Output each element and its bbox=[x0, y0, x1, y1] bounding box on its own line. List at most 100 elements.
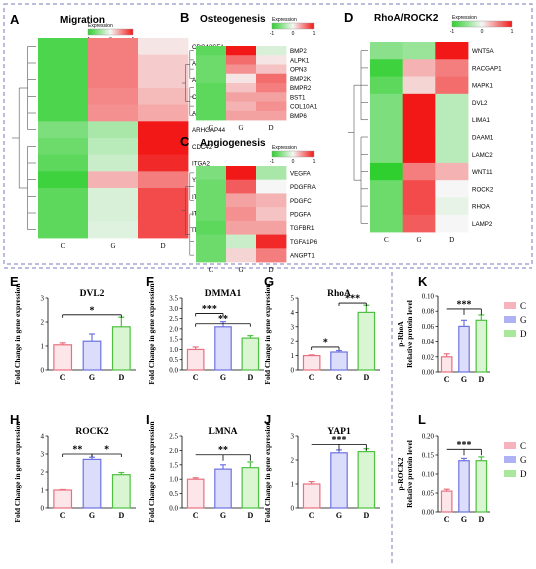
y-tick-label: 1 bbox=[291, 481, 295, 489]
y-axis-label: Fold Change in gene expression bbox=[13, 283, 22, 385]
y-tick-label: 2.5 bbox=[169, 433, 178, 441]
heatmap-cell bbox=[138, 38, 189, 56]
y-tick-label: 0.04 bbox=[422, 338, 435, 346]
heatmap-cell bbox=[88, 71, 139, 89]
x-tick-label: C bbox=[193, 511, 199, 520]
heatmap-cell bbox=[435, 128, 469, 147]
heatmap-row-label: WNT11 bbox=[472, 169, 493, 176]
heatmap-row-label: OPN3 bbox=[290, 67, 307, 74]
x-tick-label: G bbox=[336, 511, 342, 520]
significance-label: *** bbox=[202, 304, 217, 315]
significance-label: *** bbox=[345, 294, 360, 305]
heatmap-cell bbox=[226, 234, 257, 249]
heatmap-cell bbox=[256, 248, 287, 263]
bar-chart-title: YAP1 bbox=[327, 427, 351, 437]
heatmap-cell bbox=[38, 38, 89, 56]
panel-letter: I bbox=[146, 412, 150, 427]
heatmap-cell bbox=[370, 93, 404, 112]
heatmap-cell bbox=[226, 166, 257, 181]
y-tick-label: 0.06 bbox=[422, 323, 435, 331]
heatmap-cell bbox=[370, 111, 404, 129]
heatmap-cell bbox=[38, 204, 89, 222]
heatmap-cell bbox=[226, 73, 257, 84]
panel-h-bar-chart: H ROCK2 Fold Change in gene expression 0 1 2 3… bbox=[10, 412, 136, 523]
heatmap-cell bbox=[370, 145, 404, 164]
y-tick-label: 0 bbox=[41, 367, 45, 375]
panel-letter: J bbox=[264, 412, 271, 427]
y-tick-label: 3.5 bbox=[169, 295, 178, 303]
y-tick-label: 3 bbox=[41, 451, 45, 459]
panel-letter: B bbox=[180, 10, 189, 25]
heatmap-cell bbox=[196, 179, 227, 194]
bar bbox=[53, 489, 73, 509]
y-tick-label: 0.5 bbox=[169, 356, 178, 364]
significance-label: *** bbox=[457, 440, 472, 451]
y-tick-label: 2.0 bbox=[169, 447, 178, 455]
heatmap-column-label: C bbox=[384, 236, 389, 244]
legend-label: Expression bbox=[272, 17, 297, 23]
bar-chart-title: ROCK2 bbox=[75, 427, 109, 437]
x-tick-label: G bbox=[89, 511, 95, 520]
x-tick-label: G bbox=[461, 375, 467, 384]
y-axis-label: p-RhoA bbox=[396, 321, 405, 347]
y-tick-label: 0.08 bbox=[422, 308, 435, 316]
heatmap-title: RhoA/ROCK2 bbox=[374, 13, 439, 24]
heatmap-cell bbox=[256, 83, 287, 93]
color-scale-tick: 1 bbox=[313, 31, 316, 37]
x-tick-label: D bbox=[118, 511, 124, 520]
x-tick-label: G bbox=[336, 373, 342, 382]
y-tick-label: 1 bbox=[41, 343, 45, 351]
panel-letter: F bbox=[146, 274, 154, 289]
heatmap-cell bbox=[402, 42, 436, 60]
color-scale-tick: 0 bbox=[292, 159, 295, 165]
panel-letter: K bbox=[418, 274, 428, 289]
heatmap-cell bbox=[435, 214, 469, 233]
x-tick-label: G bbox=[89, 373, 95, 382]
heatmap-cell bbox=[256, 234, 287, 249]
color-scale-bar bbox=[271, 22, 315, 30]
heatmap-cell bbox=[138, 71, 189, 89]
panel-l-bar-chart: Lp-ROCK2 Relative protein level 0.00 0.05 0.… bbox=[396, 412, 527, 524]
heatmap-cell bbox=[402, 162, 436, 181]
heatmap-cell bbox=[256, 55, 287, 65]
heatmap-cell bbox=[370, 76, 404, 95]
y-tick-label: 0.05 bbox=[422, 490, 435, 498]
significance-label: ** bbox=[218, 445, 228, 456]
bar-chart-title: RhoA bbox=[327, 289, 351, 299]
heatmap-cell bbox=[88, 188, 139, 206]
heatmap-cell bbox=[256, 92, 287, 102]
heatmap-cell bbox=[256, 166, 287, 181]
bar bbox=[82, 340, 102, 371]
significance-label: * bbox=[323, 337, 328, 348]
heatmap-row-label: PDGFRA bbox=[290, 184, 317, 191]
heatmap-column-label: D bbox=[160, 242, 165, 250]
heatmap-cell bbox=[88, 138, 139, 156]
color-scale-tick: 1 bbox=[511, 29, 514, 35]
y-tick-label: 0.5 bbox=[169, 490, 178, 498]
heatmap-cell bbox=[196, 110, 227, 121]
heatmap-column-label: D bbox=[268, 124, 273, 132]
heatmap-cell bbox=[402, 145, 436, 164]
heatmap-section-frame bbox=[3, 3, 533, 265]
heatmap-cell bbox=[38, 154, 89, 172]
y-tick-label: 0.15 bbox=[422, 452, 435, 460]
heatmap-cell bbox=[138, 154, 189, 172]
heatmap-cell bbox=[196, 248, 227, 263]
x-tick-label: D bbox=[363, 511, 369, 520]
heatmap-cell bbox=[38, 121, 89, 139]
heatmap-cell bbox=[226, 92, 257, 102]
bar bbox=[458, 325, 470, 373]
color-scale-tick: -1 bbox=[270, 31, 275, 37]
y-tick-label: 2 bbox=[291, 457, 295, 465]
heatmap-cell bbox=[138, 88, 189, 106]
heatmap-row-label: BMP6 bbox=[290, 113, 307, 120]
x-tick-label: C bbox=[309, 373, 315, 382]
heatmap-cell bbox=[88, 154, 139, 172]
heatmap-cell bbox=[138, 121, 189, 139]
heatmap-column-label: C bbox=[209, 266, 214, 274]
significance-label: *** bbox=[332, 435, 347, 446]
bar bbox=[111, 474, 131, 509]
heatmap-row-label: BST1 bbox=[290, 94, 306, 101]
bar bbox=[186, 348, 205, 371]
heatmap-cell bbox=[256, 193, 287, 208]
